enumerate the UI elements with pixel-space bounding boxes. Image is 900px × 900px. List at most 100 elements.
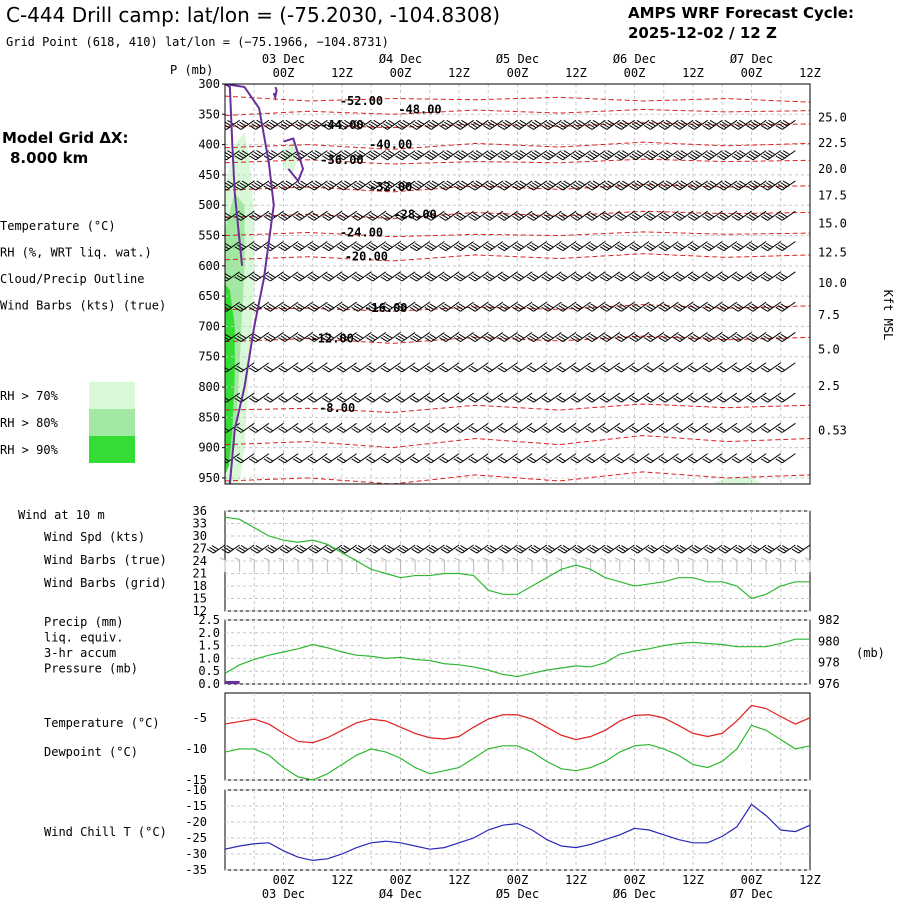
- wind-barb-grid: [439, 557, 445, 572]
- barb-staff: [650, 150, 665, 161]
- barb-flag: [220, 487, 226, 494]
- barb-flag: [658, 306, 666, 312]
- barb-flag: [431, 150, 439, 156]
- wind-barb: [658, 150, 679, 161]
- pressure-tick-label: 700: [198, 319, 220, 333]
- barb-flag: [721, 121, 729, 127]
- barb-flag: [429, 182, 437, 188]
- barb-flag: [602, 365, 610, 371]
- barb-staff: [387, 150, 401, 161]
- wind-barb: [445, 483, 460, 484]
- barb-flag: [634, 333, 642, 339]
- barb-flag: [746, 557, 752, 561]
- barb-staff: [328, 362, 343, 373]
- wind-barb: [409, 392, 431, 403]
- wind-barb: [409, 241, 431, 252]
- barb-flag: [763, 305, 771, 311]
- barb-flag: [514, 214, 522, 220]
- barb-flag: [629, 557, 635, 561]
- barb-staff: [357, 453, 372, 464]
- barb-staff: [738, 332, 752, 343]
- barb-flag: [731, 125, 739, 130]
- barb-flag: [604, 333, 612, 339]
- barb-staff: [255, 422, 270, 433]
- barb-flag: [658, 397, 666, 403]
- barb-flag: [426, 548, 434, 554]
- barb-staff: [284, 422, 299, 433]
- barb-flag: [307, 428, 315, 433]
- barb-flag: [702, 337, 710, 343]
- barb-flag: [327, 242, 335, 248]
- wind-barb: [351, 241, 372, 252]
- wind-barb: [395, 362, 416, 373]
- wind-barb: [614, 362, 635, 373]
- barb-flag: [426, 365, 434, 371]
- barb-staff: [781, 241, 796, 252]
- wind-barb: [731, 210, 752, 221]
- barb-flag: [600, 276, 608, 282]
- barb-staff: [768, 544, 782, 554]
- barb-staff: [489, 332, 504, 343]
- barb-staff: [621, 422, 635, 433]
- wind-barb: [278, 241, 299, 252]
- barb-staff: [226, 119, 240, 130]
- wind-barb: [760, 150, 782, 161]
- barb-flag: [587, 456, 595, 462]
- wind-barb-grid: [483, 557, 489, 572]
- barb-flag: [353, 335, 361, 341]
- wind-barb: [424, 422, 445, 433]
- barb-flag: [441, 274, 449, 280]
- barb-staff: [679, 271, 694, 282]
- barb-flag: [721, 273, 729, 278]
- wind-barb: [585, 180, 606, 191]
- barb-staff: [738, 483, 752, 484]
- barb-flag: [558, 396, 566, 401]
- hour-label: 00Z: [507, 873, 529, 887]
- barb-flag: [340, 546, 348, 552]
- barb-flag: [600, 306, 608, 312]
- barb-staff: [577, 180, 591, 191]
- barb-flag: [614, 337, 622, 343]
- barb-staff: [299, 180, 314, 191]
- barb-flag: [514, 123, 522, 129]
- wind-barb: [328, 483, 343, 484]
- barb-flag: [343, 545, 351, 551]
- barb-flag: [280, 153, 288, 159]
- height-axis-label: Kft MSL: [881, 290, 895, 341]
- barb-flag: [292, 428, 300, 433]
- barb-flag: [541, 367, 549, 373]
- wind-barb: [585, 392, 606, 403]
- barb-flag: [631, 456, 639, 462]
- barb-flag: [575, 121, 583, 127]
- barb-flag: [777, 426, 785, 432]
- wind-barb: [351, 150, 372, 161]
- wind-barb: [292, 180, 314, 191]
- barb-flag: [777, 183, 785, 189]
- barb-flag: [497, 246, 505, 252]
- barb-staff: [445, 483, 460, 484]
- barb-flag: [619, 333, 627, 339]
- isotherm-7: [225, 231, 810, 238]
- wind-barb-grid: [468, 557, 475, 572]
- barb-flag: [426, 183, 434, 189]
- wind-barb-grid: [336, 557, 343, 572]
- barb-flag: [383, 486, 389, 493]
- wind-barb-grid: [307, 557, 314, 572]
- barb-flag: [307, 337, 315, 343]
- barb-flag: [556, 458, 564, 464]
- barb-flag: [548, 150, 556, 156]
- barb-flag: [717, 306, 725, 312]
- barb-flag: [777, 123, 785, 129]
- wind-barb: [526, 119, 548, 130]
- barb-flag: [575, 242, 583, 248]
- barb-flag: [660, 426, 668, 432]
- wind-barb: [409, 210, 431, 221]
- barb-staff: [284, 392, 299, 403]
- barb-staff: [781, 483, 796, 484]
- barb-flag: [573, 426, 581, 432]
- barb-flag: [366, 276, 374, 282]
- wind-barb: [439, 241, 460, 252]
- barb-flag: [312, 151, 320, 157]
- wind-barb: [629, 422, 650, 433]
- barb-flag: [431, 119, 439, 125]
